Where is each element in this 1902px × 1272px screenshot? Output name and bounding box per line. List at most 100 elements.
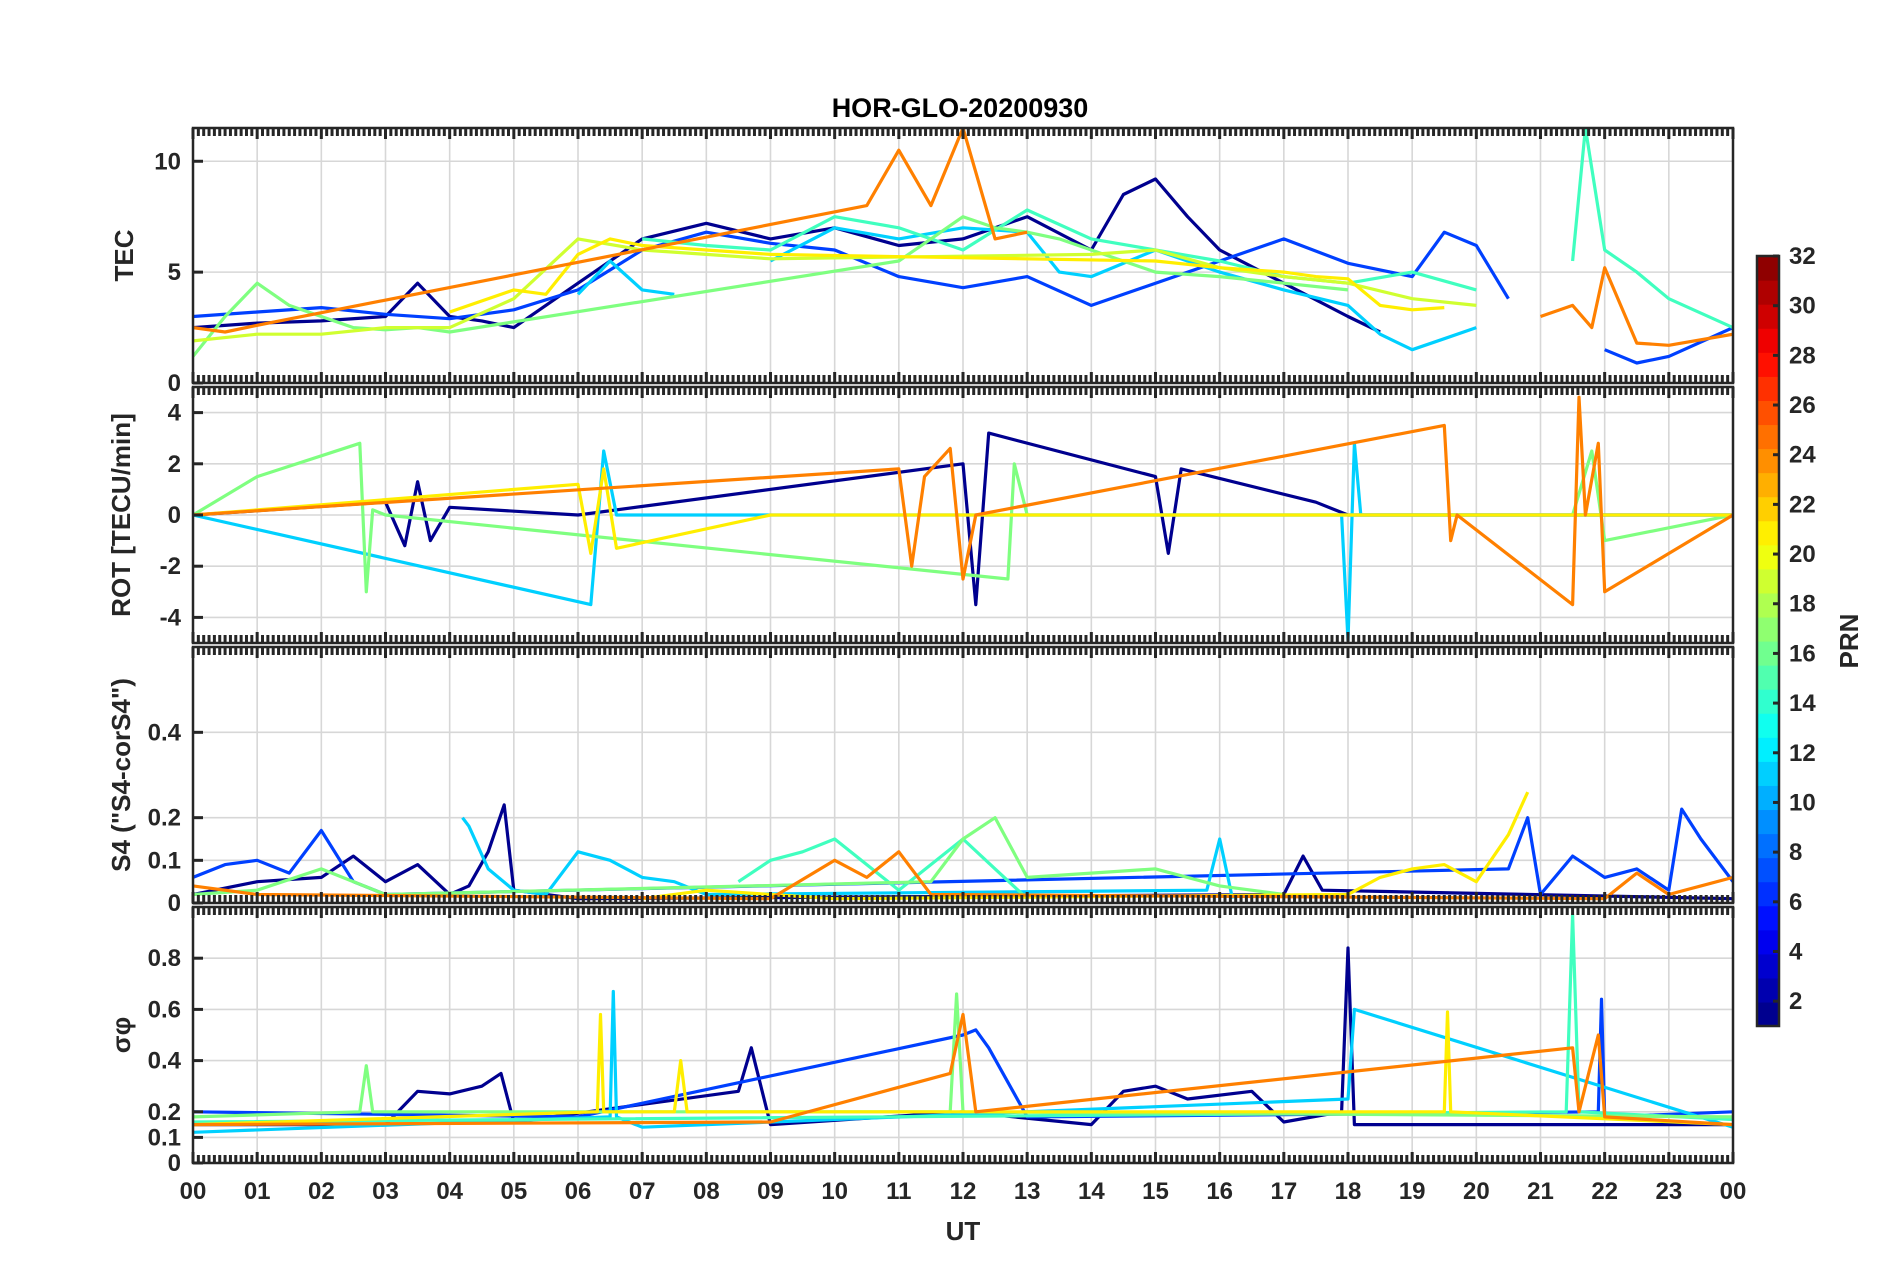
colorbar-tick-label: 24 (1789, 442, 1816, 469)
colorbar-segment (1757, 857, 1779, 883)
x-tick-label: 06 (565, 1178, 592, 1205)
y-tick-label: 0 (168, 890, 181, 917)
series-line-prn-17 (193, 441, 1733, 594)
colorbar-label: PRN (1834, 614, 1864, 669)
y-axis-label: ROT [TECU/min] (106, 413, 136, 617)
series-line-prn-23 (193, 128, 1733, 347)
colorbar-segment (1757, 905, 1779, 931)
x-ticks (191, 128, 1735, 383)
x-tick-label: 13 (1014, 1178, 1041, 1205)
colorbar-tick-label: 14 (1789, 690, 1816, 717)
series-line-prn-12 (461, 816, 1235, 900)
colorbar-tick-label: 32 (1789, 243, 1816, 270)
colorbar-segment (1757, 641, 1779, 666)
colorbar-segment (1757, 352, 1779, 377)
x-tick-label: 16 (1206, 1178, 1233, 1205)
x-ticks (191, 647, 1735, 903)
colorbar-segment (1757, 616, 1779, 642)
x-axis-label: UT (946, 1216, 981, 1246)
x-tick-label: 00 (180, 1178, 207, 1205)
colorbar-tick-label: 4 (1789, 938, 1803, 965)
x-ticks (191, 387, 1735, 643)
panel-3: 0 0.1 0.2 0.4 S4 ("S4-corS4") (106, 645, 1735, 917)
y-tick-label: 10 (154, 148, 181, 175)
colorbar-tick-label: 6 (1789, 889, 1802, 916)
x-tick-label: 04 (436, 1178, 463, 1205)
colorbar-segment (1757, 809, 1779, 835)
x-tick-labels: 00 01 02 03 04 05 06 07 08 09 10 11 12 13 14 15 16 17 18 19… (180, 1178, 1747, 1205)
series-line-prn-20 (641, 791, 1530, 901)
colorbar-tick-label: 2 (1789, 988, 1802, 1015)
x-tick-label: 15 (1142, 1178, 1169, 1205)
y-axis-label: S4 ("S4-corS4") (106, 678, 136, 872)
y-axis-label: TEC (109, 229, 139, 281)
x-tick-label: 22 (1591, 1178, 1618, 1205)
series-line-prn-23 (193, 395, 1733, 607)
y-tick-label: 0 (168, 502, 181, 529)
y-tick-label: 0.6 (148, 996, 181, 1023)
colorbar-segment (1757, 1001, 1779, 1027)
colorbar-segment (1757, 304, 1779, 329)
colorbar-segment (1757, 713, 1779, 738)
x-tick-label: 17 (1270, 1178, 1297, 1205)
series-line-prn-23 (193, 1012, 1733, 1127)
y-tick-label: 0.8 (148, 945, 181, 972)
colorbar-tick-label: 8 (1789, 839, 1802, 866)
colorbar-tick-label: 12 (1789, 740, 1816, 767)
series-line-prn-6 (193, 807, 1733, 897)
x-tick-label: 11 (886, 1178, 911, 1205)
x-tick-label: 23 (1655, 1178, 1682, 1205)
x-tick-label: 05 (500, 1178, 527, 1205)
x-tick-label: 07 (629, 1178, 656, 1205)
colorbar-segment (1757, 761, 1779, 786)
grid (192, 647, 1734, 904)
y-tick-label: 0.2 (148, 1099, 181, 1126)
colorbar-tick-label: 10 (1789, 789, 1816, 816)
series-group (193, 395, 1733, 642)
x-tick-label: 12 (950, 1178, 977, 1205)
colorbar-segment (1757, 328, 1779, 353)
y-tick-label: 2 (168, 451, 181, 478)
colorbar-segment (1757, 833, 1779, 859)
colorbar-tick-label: 26 (1789, 392, 1816, 419)
x-tick-label: 14 (1078, 1178, 1105, 1205)
colorbar-segment (1757, 785, 1779, 811)
colorbar-frame (1755, 254, 1781, 1028)
x-tick-label: 10 (821, 1178, 848, 1205)
x-tick-label: 00 (1720, 1178, 1747, 1205)
colorbar-segment (1757, 953, 1779, 979)
y-tick-label: 0 (168, 1150, 181, 1177)
colorbar-segment (1757, 280, 1779, 305)
colorbar-tick-label: 16 (1789, 640, 1816, 667)
x-tick-label: 03 (372, 1178, 399, 1205)
series-line-prn-17 (193, 215, 1349, 358)
colorbar-segment (1757, 400, 1779, 426)
y-tick-label: -2 (160, 553, 181, 580)
series-line-prn-19 (193, 237, 1477, 343)
colorbar-tick-label: 30 (1789, 293, 1816, 320)
y-tick-label: 0.1 (148, 1124, 181, 1151)
y-tick-label: 0.2 (148, 805, 181, 832)
colorbar-segment (1757, 977, 1779, 1003)
y-tick-label: 0.4 (148, 719, 182, 746)
y-axis-label: σφ (106, 1017, 136, 1053)
colorbar-segment (1757, 929, 1779, 955)
colorbar-tick-label: 20 (1789, 541, 1816, 568)
x-tick-label: 19 (1399, 1178, 1426, 1205)
x-tick-label: 02 (308, 1178, 335, 1205)
series-line-prn-20 (193, 467, 1733, 555)
colorbar-segment (1757, 376, 1779, 401)
colorbar-segment (1757, 544, 1779, 570)
colorbar-segment (1757, 881, 1779, 907)
x-tick-label: 21 (1527, 1178, 1554, 1205)
colorbar-segment (1757, 568, 1779, 594)
y-tick-label: 0.4 (148, 1048, 182, 1075)
x-tick-label: 08 (693, 1178, 720, 1205)
colorbar-segment (1757, 665, 1779, 690)
colorbar-segment (1757, 424, 1779, 450)
y-tick-label: 0.1 (148, 847, 181, 874)
y-tick-label: 4 (168, 400, 182, 427)
colorbar-tick-label: 18 (1789, 591, 1816, 618)
x-ticks (191, 907, 1735, 1163)
